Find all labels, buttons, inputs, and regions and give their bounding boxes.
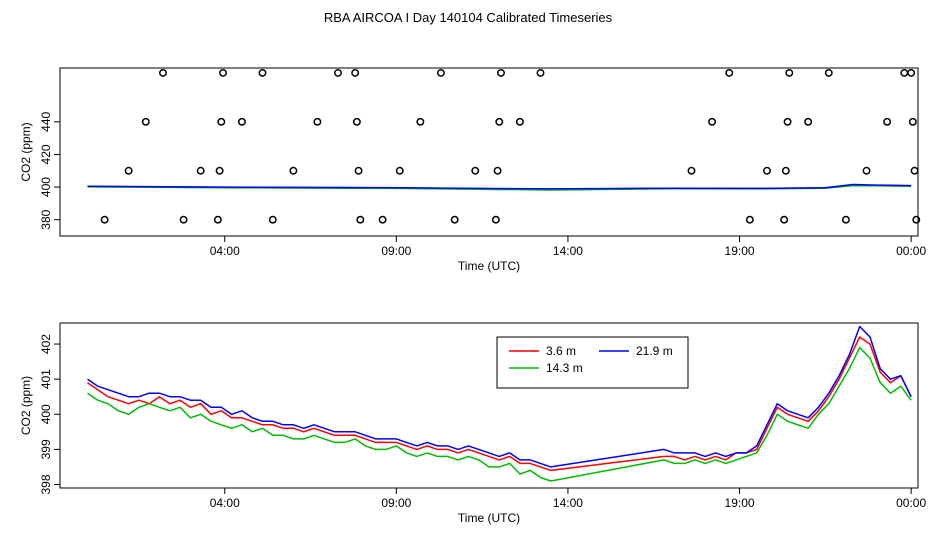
data-point	[354, 166, 363, 175]
x-tick-label: 04:00	[210, 244, 240, 258]
data-point	[781, 166, 790, 175]
data-point	[237, 117, 246, 126]
data-point	[493, 166, 502, 175]
data-point	[900, 68, 909, 77]
data-point	[910, 166, 919, 175]
x-tick-label: 09:00	[381, 244, 411, 258]
data-point	[352, 117, 361, 126]
scatter-panel: 04:00 09:00 14:00 19:00 00:00 380 400 420 440 Tim…	[19, 67, 926, 273]
data-point	[217, 117, 226, 126]
data-point	[862, 166, 871, 175]
data-point	[785, 68, 794, 77]
data-point	[351, 68, 360, 77]
y-tick-label: 420	[39, 144, 53, 164]
x-axis-label: Time (UTC)	[458, 259, 520, 273]
y-tick-label: 380	[39, 209, 53, 229]
data-point	[515, 117, 524, 126]
data-point	[824, 68, 833, 77]
chart-title: RBA AIRCOA I Day 140104 Calibrated Times…	[324, 10, 613, 25]
data-point	[219, 68, 227, 77]
legend-label: 3.6 m	[546, 344, 576, 358]
data-point	[495, 117, 504, 126]
data-point	[708, 117, 717, 126]
x-tick-label: 09:00	[381, 496, 411, 510]
y-tick-label: 440	[39, 111, 53, 131]
data-point	[395, 166, 404, 175]
y-axis-label: CO2 (ppm)	[19, 376, 33, 435]
data-point	[416, 117, 425, 126]
data-point	[907, 68, 916, 77]
data-point	[780, 215, 789, 224]
legend-label: 21.9 m	[636, 344, 673, 358]
data-point	[124, 166, 133, 175]
y-tick-label: 400	[39, 404, 53, 424]
data-point	[196, 166, 205, 175]
data-point	[725, 68, 734, 77]
data-point	[783, 117, 792, 126]
data-point	[334, 68, 342, 77]
data-point	[536, 68, 545, 77]
x-tick-label: 14:00	[553, 496, 583, 510]
data-point	[100, 215, 109, 224]
data-point	[687, 166, 696, 175]
series-line-14-3-m	[87, 346, 912, 482]
y-axis-label: CO2 (ppm)	[19, 122, 33, 181]
x-tick-label: 04:00	[210, 496, 240, 510]
data-point	[159, 68, 167, 77]
y-tick-label: 401	[39, 369, 53, 389]
data-point	[378, 215, 387, 224]
data-point	[883, 117, 892, 126]
series-line-3-6-m	[87, 336, 912, 472]
data-point	[356, 215, 365, 224]
plot-frame	[59, 67, 919, 237]
x-axis-label: Time (UTC)	[458, 511, 520, 525]
data-point	[841, 215, 850, 224]
legend-label: 14.3 m	[546, 361, 583, 375]
y-tick-label: 399	[39, 439, 53, 459]
data-point	[437, 68, 445, 77]
x-tick-label: 19:00	[725, 244, 755, 258]
data-point	[268, 215, 277, 224]
data-point	[763, 166, 771, 175]
y-tick-label: 400	[39, 177, 53, 197]
data-point	[497, 68, 505, 77]
data-point	[289, 166, 298, 175]
series-line-21-9-m	[87, 325, 912, 468]
data-point	[179, 215, 188, 224]
legend-box	[496, 336, 689, 389]
data-point	[745, 215, 754, 224]
x-tick-label: 00:00	[896, 496, 926, 510]
x-tick-label: 00:00	[896, 244, 926, 258]
data-point	[491, 215, 500, 224]
data-point	[258, 68, 267, 77]
data-point	[912, 215, 921, 224]
data-point	[450, 215, 459, 224]
data-point	[471, 166, 480, 175]
data-point	[215, 166, 224, 175]
x-tick-label: 19:00	[725, 496, 755, 510]
y-tick-label: 398	[39, 474, 53, 494]
data-point	[908, 117, 917, 126]
data-point	[313, 117, 322, 126]
line-panel: 04:00 09:00 14:00 19:00 00:00 398 399 400 401 402…	[19, 322, 926, 525]
x-tick-label: 14:00	[553, 244, 583, 258]
data-point	[804, 117, 813, 126]
series-line-21-9-m	[87, 183, 912, 190]
plot-frame	[59, 322, 919, 489]
data-point	[213, 215, 222, 224]
y-tick-label: 402	[39, 334, 53, 354]
data-point	[141, 117, 150, 126]
